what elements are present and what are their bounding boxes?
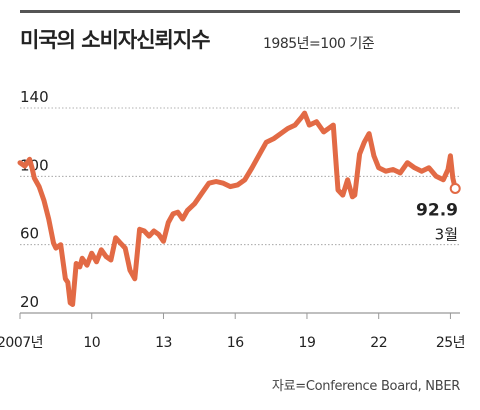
y-tick-label: 60 xyxy=(20,225,39,243)
x-tick-label: 2007년 xyxy=(0,335,43,351)
last-month-label: 3월 xyxy=(435,225,458,243)
x-tick-label: 16 xyxy=(227,335,244,351)
chart-subtitle: 1985년=100 기준 xyxy=(263,36,375,52)
series-layer xyxy=(17,110,458,307)
chart-title: 미국의 소비자신뢰지수 xyxy=(20,28,211,52)
x-tick-label: 13 xyxy=(155,335,172,351)
last-point-marker xyxy=(449,182,461,194)
top-rule xyxy=(20,10,460,13)
grid xyxy=(20,107,460,314)
x-tick-label: 22 xyxy=(370,335,387,351)
series-line xyxy=(17,110,458,307)
annotation-layer: 92.9 3월 xyxy=(416,182,461,243)
x-tick-label: 10 xyxy=(83,335,100,351)
y-tick-label: 140 xyxy=(20,88,49,106)
last-value-label: 92.9 xyxy=(416,200,458,220)
source-note: 자료=Conference Board, NBER xyxy=(271,379,460,394)
y-tick-label: 20 xyxy=(20,293,39,311)
x-tick-label: 19 xyxy=(299,335,316,351)
x-tick-label: 25년 xyxy=(436,335,465,351)
x-axis-ticks: 2007년 10 13 16 19 22 25년 xyxy=(0,313,466,351)
